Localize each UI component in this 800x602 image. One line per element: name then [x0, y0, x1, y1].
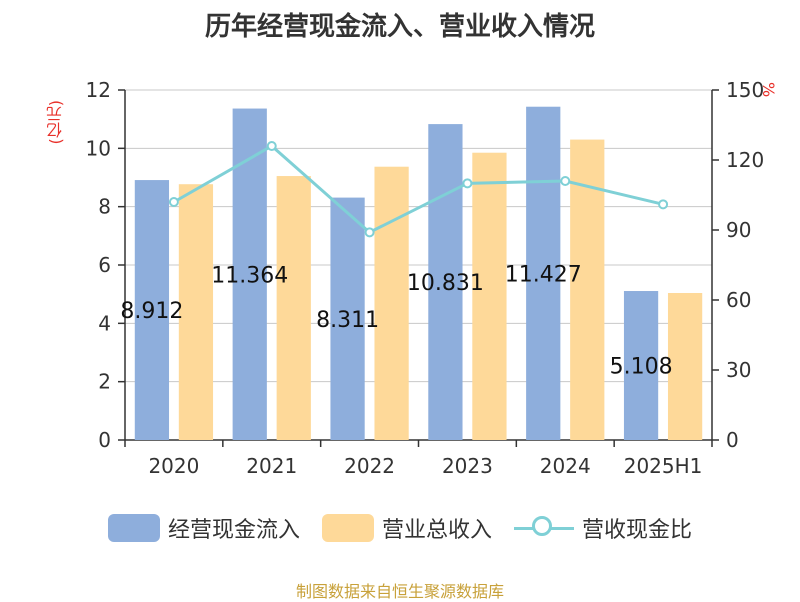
data-label-cash-inflow: 11.364 — [211, 263, 288, 288]
left-axis-tick-label: 12 — [86, 78, 111, 102]
legend-item-cash-ratio[interactable]: 营收现金比 — [514, 512, 692, 544]
x-axis-tick-label: 2022 — [344, 454, 395, 478]
right-axis-tick-label: 60 — [726, 288, 751, 312]
right-axis-tick-label: 90 — [726, 218, 751, 242]
bar-cash-inflow — [134, 180, 170, 441]
data-label-cash-inflow: 8.311 — [316, 308, 379, 333]
legend-swatch-revenue — [321, 514, 374, 542]
point-cash-ratio — [266, 141, 277, 151]
right-axis-tick-label: 120 — [726, 148, 764, 172]
point-cash-ratio — [658, 199, 669, 210]
x-axis-tick-label: 2023 — [442, 454, 493, 478]
data-label-cash-inflow: 5.108 — [610, 355, 673, 380]
left-axis-tick-label: 2 — [98, 370, 111, 394]
left-axis-tick-label: 8 — [98, 195, 111, 219]
bar-revenue — [667, 293, 703, 440]
bar-revenue — [276, 176, 311, 440]
right-axis-tick-label: 0 — [726, 428, 739, 452]
legend-item-cash-inflow[interactable]: 经营现金流入 — [107, 512, 300, 544]
x-axis-tick-label: 2024 — [540, 454, 591, 478]
point-cash-ratio — [560, 176, 571, 186]
x-axis-tick-label: 2021 — [246, 454, 297, 478]
x-axis-tick-label: 2025H1 — [624, 454, 703, 478]
point-cash-ratio — [168, 197, 179, 207]
point-cash-ratio — [462, 178, 473, 189]
legend-item-revenue[interactable]: 营业总收入 — [321, 512, 492, 544]
point-cash-ratio — [364, 227, 375, 238]
data-label-cash-inflow: 10.831 — [407, 271, 484, 296]
right-axis-tick-label: 150 — [726, 78, 764, 102]
source-note: 制图数据来自恒生聚源数据库 — [295, 582, 504, 601]
legend-label-cash-ratio: 营收现金比 — [582, 518, 693, 543]
legend-swatch-cash-inflow — [107, 514, 160, 542]
legend-label-revenue: 营业总收入 — [381, 518, 492, 543]
right-axis-tick-label: 30 — [726, 358, 751, 382]
legend-swatch-cash-ratio — [514, 514, 574, 542]
line-cash-ratio — [173, 144, 664, 235]
left-axis-tick-label: 6 — [98, 253, 111, 277]
chart-title: 历年经营现金流入、营业收入情况 — [204, 12, 595, 42]
bar-revenue — [178, 184, 214, 440]
bar-cash-inflow — [428, 124, 463, 441]
legend-label-cash-inflow: 经营现金流入 — [167, 518, 300, 543]
data-label-cash-inflow: 8.912 — [120, 299, 183, 324]
legend: 经营现金流入 营业总收入 营收现金比 — [0, 512, 800, 544]
bar-revenue — [374, 166, 409, 441]
bar-revenue — [472, 152, 507, 441]
bar-cash-inflow — [526, 106, 561, 441]
left-axis-tick-label: 4 — [98, 311, 111, 335]
bar-cash-inflow — [623, 291, 659, 440]
bar-cash-inflow — [330, 197, 365, 440]
data-label-cash-inflow: 11.427 — [505, 262, 582, 287]
x-axis-tick-label: 2020 — [148, 454, 199, 478]
left-axis-tick-label: 0 — [98, 428, 111, 452]
left-axis-tick-label: 10 — [86, 136, 111, 160]
